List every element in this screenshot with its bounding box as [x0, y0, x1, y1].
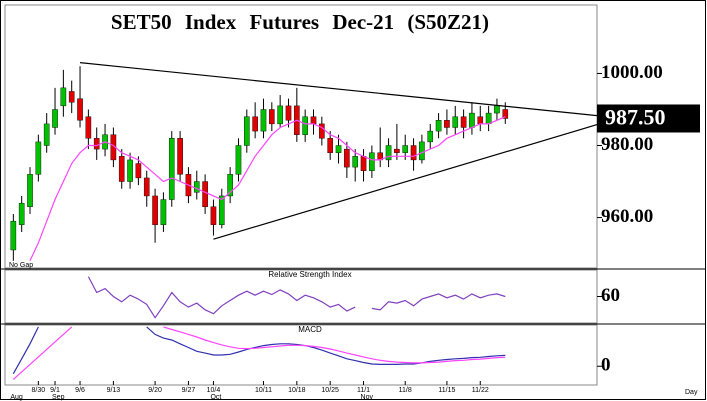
- candle-body: [143, 177, 150, 197]
- y-tick-label: 980.00: [601, 134, 653, 155]
- trendline: [79, 62, 598, 117]
- candle-body: [269, 109, 275, 125]
- last-price-box: [597, 104, 700, 133]
- month-label: Sep: [52, 394, 65, 401]
- candle-body: [60, 87, 67, 107]
- x-axis-label: Day: [685, 389, 698, 396]
- panel-title: Relative Strength Index: [268, 270, 351, 279]
- candle-body: [18, 202, 25, 225]
- x-tick-label: 10/18: [288, 387, 306, 394]
- x-tick-label: 11/22: [472, 387, 489, 394]
- candle-body: [485, 112, 492, 125]
- x-tick-label: 9/1: [50, 387, 60, 394]
- x-tick-label: 10/4: [207, 387, 221, 394]
- candle-body: [277, 105, 283, 125]
- indicator-line: [87, 276, 506, 319]
- candle-body: [52, 109, 58, 128]
- candle-body: [435, 120, 442, 132]
- candle-body: [244, 116, 250, 146]
- panel-title: MACD: [298, 325, 322, 334]
- candle-body: [35, 141, 42, 175]
- note: No Gap: [9, 262, 33, 269]
- candle-body: [402, 145, 409, 153]
- month-label: Oct: [210, 394, 221, 401]
- candle-body: [235, 145, 242, 175]
- moving-average: [29, 116, 506, 262]
- candle-body: [260, 109, 267, 132]
- candle-body: [127, 159, 133, 182]
- candle-body: [310, 116, 317, 125]
- candle-body: [227, 174, 233, 197]
- candle-body: [419, 141, 425, 161]
- candle-body: [135, 163, 142, 179]
- y-tick-label: 960.00: [601, 206, 653, 227]
- candle-body: [335, 145, 342, 153]
- candle-body: [160, 199, 167, 225]
- y-tick-label: 60: [601, 285, 620, 306]
- x-tick-label: 9/6: [75, 387, 85, 394]
- candle-body: [344, 148, 350, 168]
- candle-body: [302, 116, 308, 135]
- x-tick-label: 11/15: [438, 387, 455, 394]
- candle-body: [202, 181, 208, 207]
- candle-body: [502, 109, 509, 119]
- x-tick-label: 11/1: [357, 387, 370, 394]
- candle-body: [218, 195, 225, 225]
- candle-body: [494, 105, 500, 114]
- candle-body: [210, 206, 217, 225]
- last-price-label: 987.50: [605, 105, 666, 130]
- candle-body: [168, 138, 175, 200]
- month-label: Nov: [361, 394, 374, 401]
- candle-body: [285, 105, 292, 121]
- x-tick-label: 8/30: [32, 387, 46, 394]
- candle-body: [93, 138, 100, 150]
- candle-body: [369, 152, 375, 171]
- candle-body: [68, 91, 75, 103]
- x-tick-label: 11/8: [399, 387, 412, 394]
- candle-body: [469, 112, 475, 128]
- macd-panel: [4, 324, 598, 386]
- candle-body: [427, 130, 434, 143]
- indicator-line: [12, 326, 506, 380]
- candle-body: [460, 116, 467, 128]
- trendline: [213, 124, 598, 240]
- candle-body: [118, 156, 125, 182]
- x-tick-label: 10/25: [321, 387, 339, 394]
- indicator-line: [12, 326, 506, 375]
- candle-body: [319, 123, 325, 139]
- candle-body: [77, 98, 83, 121]
- candle-body: [252, 116, 258, 132]
- x-tick-label: 9/20: [148, 387, 162, 394]
- candle-body: [152, 195, 158, 225]
- chart-title: SET50 Index Futures Dec-21 (S50Z21): [111, 10, 489, 34]
- y-tick-label: 0: [601, 355, 611, 376]
- candle-body: [327, 138, 333, 153]
- candle-body: [27, 174, 33, 207]
- candle-body: [385, 145, 392, 161]
- candle-body: [394, 148, 400, 153]
- x-tick-label: 9/13: [107, 387, 121, 394]
- y-tick-label: 1000.00: [601, 62, 663, 83]
- x-tick-label: 9/27: [182, 387, 196, 394]
- candle-body: [177, 138, 183, 175]
- price-panel: [4, 4, 598, 269]
- candle-body: [352, 156, 358, 168]
- candle-body: [43, 123, 50, 146]
- candle-body: [10, 220, 17, 251]
- candle-body: [193, 181, 200, 193]
- candle-body: [444, 120, 450, 128]
- month-label: Aug: [10, 394, 23, 401]
- candle-body: [477, 116, 484, 125]
- candle-body: [410, 145, 417, 161]
- candle-body: [452, 116, 459, 128]
- candle-body: [360, 156, 367, 171]
- x-tick-label: 10/11: [255, 387, 272, 394]
- candle-body: [85, 116, 92, 139]
